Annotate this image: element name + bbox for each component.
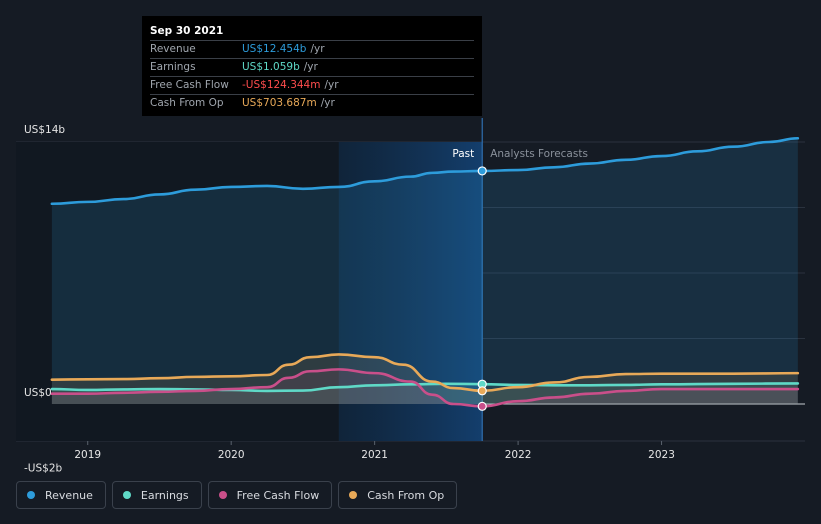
highlight-band — [338, 142, 483, 441]
tooltip-unit: /yr — [324, 79, 339, 91]
series-area-free-cash-flow — [51, 369, 798, 407]
tooltip-row-free-cash-flow: Free Cash Flow -US$124.344m /yr — [150, 76, 474, 94]
legend-dot-icon — [218, 491, 227, 499]
legend-item-revenue[interactable]: Revenue — [16, 481, 106, 509]
label-layer: US$14b US$0 -US$2b 2019 2020 2021 2022 2023 Past… — [24, 124, 675, 474]
tooltip-row-earnings: Earnings US$1.059b /yr — [150, 58, 474, 76]
tooltip-value: US$1.059b — [242, 61, 300, 73]
legend-item-free-cash-flow[interactable]: Free Cash Flow — [207, 481, 333, 509]
x-tick-label: 2023 — [648, 449, 675, 461]
tooltip-label: Earnings — [150, 61, 196, 73]
y-tick-label: US$14b — [24, 124, 65, 136]
x-tick-label: 2020 — [218, 449, 245, 461]
x-tick-label: 2021 — [361, 449, 388, 461]
legend-label: Revenue — [45, 488, 93, 502]
tooltip-row-revenue: Revenue US$12.454b /yr — [150, 40, 474, 58]
legend-dot-icon — [349, 491, 358, 499]
tooltip-label: Cash From Op — [150, 97, 224, 109]
marker-layer — [477, 166, 487, 411]
series-area-earnings — [51, 383, 798, 404]
data-point-marker — [477, 401, 487, 411]
series-line-revenue — [50, 136, 800, 206]
tooltip-value: US$12.454b — [242, 43, 307, 55]
data-point-marker — [477, 166, 487, 176]
series-area-revenue — [51, 138, 798, 404]
data-point-marker — [477, 386, 487, 396]
past-label: Past — [452, 148, 474, 160]
legend-label: Free Cash Flow — [236, 488, 320, 502]
tooltip-row-cash-from-op: Cash From Op US$703.687m /yr — [150, 94, 474, 112]
tooltip: Sep 30 2021 Revenue US$12.454b /yr Earni… — [142, 16, 482, 116]
tooltip-label: Free Cash Flow — [150, 79, 229, 91]
tooltip-value: US$703.687m — [242, 97, 317, 109]
legend-item-earnings[interactable]: Earnings — [111, 481, 202, 509]
x-tick-label: 2022 — [505, 449, 532, 461]
legend: Revenue Earnings Free Cash Flow Cash Fro… — [16, 481, 458, 509]
tooltip-unit: /yr — [303, 61, 318, 73]
legend-label: Cash From Op — [367, 488, 445, 502]
tooltip-value: -US$124.344m — [242, 79, 321, 91]
legend-item-cash-from-op[interactable]: Cash From Op — [338, 481, 458, 509]
legend-label: Earnings — [140, 488, 189, 502]
tooltip-unit: /yr — [310, 43, 325, 55]
forecast-label: Analysts Forecasts — [490, 148, 588, 160]
series-line-free-cash-flow — [50, 368, 800, 408]
y-tick-label: -US$2b — [24, 462, 63, 474]
legend-dot-icon — [122, 491, 131, 499]
y-tick-label: US$0 — [24, 387, 52, 399]
series-line-cash-from-op — [50, 353, 800, 393]
tooltip-unit: /yr — [320, 97, 335, 109]
series-line-earnings — [50, 382, 800, 393]
tooltip-date: Sep 30 2021 — [150, 25, 224, 37]
x-tick-label: 2019 — [74, 449, 101, 461]
legend-dot-icon — [27, 491, 35, 499]
series-layer — [50, 136, 800, 408]
tooltip-label: Revenue — [150, 43, 196, 55]
